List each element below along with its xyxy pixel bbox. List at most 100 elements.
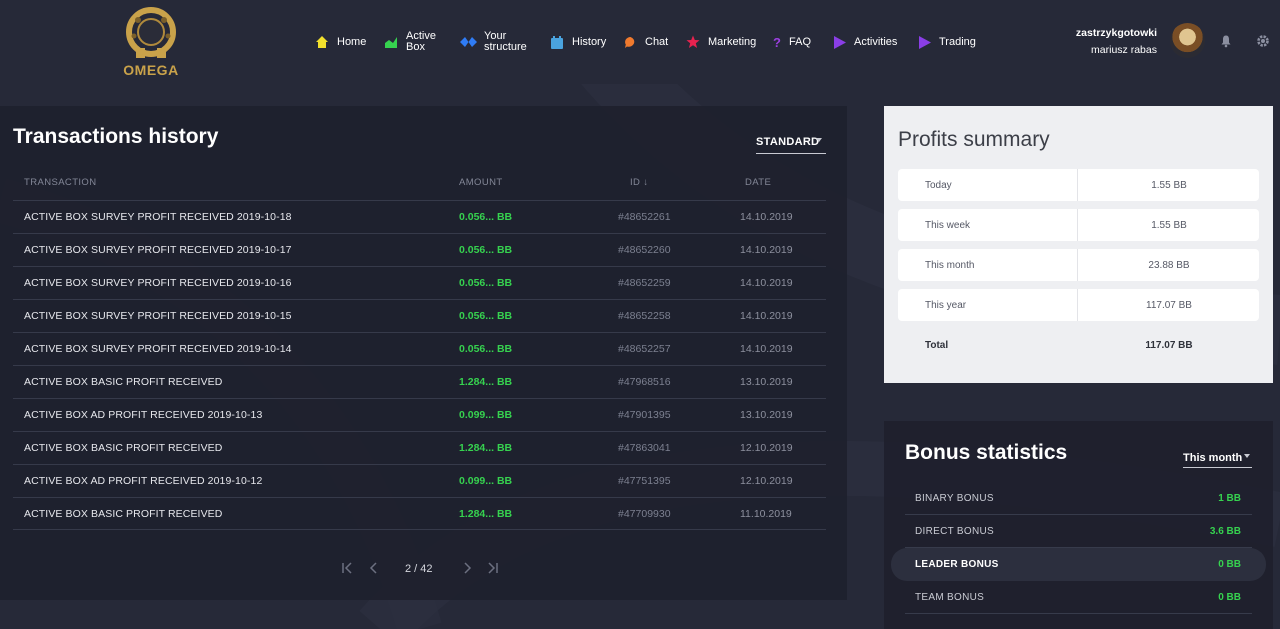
table-row[interactable]: ACTIVE BOX BASIC PROFIT RECEIVED 1.284..… xyxy=(13,431,826,464)
profit-label: This month xyxy=(925,260,975,271)
transaction-id: #48652260 xyxy=(618,244,671,256)
profit-value: 23.88 BB xyxy=(1148,260,1190,271)
column-header-amount[interactable]: AMOUNT xyxy=(459,177,503,188)
column-header-transaction: TRANSACTION xyxy=(24,177,97,188)
nav-label: Chat xyxy=(645,35,669,48)
chat-icon xyxy=(622,34,638,50)
top-navigation-bar: OMEGA Home Active Box Your structure His… xyxy=(0,0,1280,84)
nav-label: Active Box xyxy=(406,30,436,53)
table-row[interactable]: ACTIVE BOX SURVEY PROFIT RECEIVED 2019-1… xyxy=(13,200,826,233)
bonus-period-select[interactable]: This month xyxy=(1183,448,1252,468)
transaction-id: #48652259 xyxy=(618,277,671,289)
bonus-row-team[interactable]: TEAM BONUS 0 BB xyxy=(905,581,1252,614)
column-header-id[interactable]: ID ↓ xyxy=(630,177,649,188)
nav-label: Home xyxy=(337,35,367,48)
bell-icon[interactable] xyxy=(1219,34,1233,48)
omega-logo[interactable]: OMEGA xyxy=(116,6,186,78)
transaction-name: ACTIVE BOX AD PROFIT RECEIVED 2019-10-13 xyxy=(24,409,263,421)
gear-icon[interactable] xyxy=(1256,34,1270,48)
first-page-icon[interactable] xyxy=(341,561,355,577)
transaction-date: 13.10.2019 xyxy=(740,376,793,388)
user-info[interactable]: zastrzykgotowki mariusz rabas xyxy=(1076,27,1157,56)
bonus-label: DIRECT BONUS xyxy=(915,526,994,537)
transaction-name: ACTIVE BOX SURVEY PROFIT RECEIVED 2019-1… xyxy=(24,310,292,322)
nav-item-chat[interactable]: Chat xyxy=(622,28,668,56)
nav-label: History xyxy=(572,35,607,48)
transaction-id: #47968516 xyxy=(618,376,671,388)
profit-row-this-year: This year 117.07 BB xyxy=(898,289,1259,321)
transaction-date: 14.10.2019 xyxy=(740,211,793,223)
nav-item-trading[interactable]: Trading xyxy=(916,28,976,56)
transaction-amount: 0.056... BB xyxy=(459,277,513,289)
transaction-name: ACTIVE BOX BASIC PROFIT RECEIVED xyxy=(24,508,223,520)
table-row[interactable]: ACTIVE BOX SURVEY PROFIT RECEIVED 2019-1… xyxy=(13,299,826,332)
transaction-name: ACTIVE BOX BASIC PROFIT RECEIVED xyxy=(24,376,223,388)
prev-page-icon[interactable] xyxy=(367,561,381,577)
divider xyxy=(1077,249,1078,281)
nav-label: Marketing xyxy=(708,35,757,48)
profits-summary-title: Profits summary xyxy=(898,128,1050,151)
bonus-statistics-title: Bonus statistics xyxy=(905,441,1068,464)
table-row[interactable]: ACTIVE BOX BASIC PROFIT RECEIVED 1.284..… xyxy=(13,497,826,530)
column-header-date[interactable]: DATE xyxy=(745,177,772,188)
table-row[interactable]: ACTIVE BOX SURVEY PROFIT RECEIVED 2019-1… xyxy=(13,233,826,266)
transaction-amount: 0.056... BB xyxy=(459,343,513,355)
next-page-icon[interactable] xyxy=(460,561,474,577)
transaction-name: ACTIVE BOX AD PROFIT RECEIVED 2019-10-12 xyxy=(24,475,263,487)
transaction-amount: 0.099... BB xyxy=(459,475,513,487)
transaction-type-select[interactable]: STANDARD xyxy=(756,132,826,154)
transaction-date: 11.10.2019 xyxy=(740,508,792,520)
table-row[interactable]: ACTIVE BOX SURVEY PROFIT RECEIVED 2019-1… xyxy=(13,332,826,365)
transaction-date: 14.10.2019 xyxy=(740,310,793,322)
chart-icon xyxy=(383,34,399,50)
table-row[interactable]: ACTIVE BOX AD PROFIT RECEIVED 2019-10-12… xyxy=(13,464,826,497)
profit-total-label: Total xyxy=(925,340,949,351)
pagination: 2 / 42 xyxy=(336,561,506,579)
bonus-value: 3.6 BB xyxy=(1209,526,1241,537)
divider xyxy=(1077,169,1078,201)
page-title: Transactions history xyxy=(13,125,219,148)
nav-item-home[interactable]: Home xyxy=(314,28,366,56)
table-row[interactable]: ACTIVE BOX AD PROFIT RECEIVED 2019-10-13… xyxy=(13,398,826,431)
divider xyxy=(1077,289,1078,321)
bonus-label: BINARY BONUS xyxy=(915,493,994,504)
nav-item-marketing[interactable]: Marketing xyxy=(685,28,756,56)
profit-label: Today xyxy=(925,180,952,191)
bonus-value: 0 BB xyxy=(1218,592,1241,603)
transaction-date: 13.10.2019 xyxy=(740,409,793,421)
transaction-name: ACTIVE BOX BASIC PROFIT RECEIVED xyxy=(24,442,223,454)
table-row[interactable]: ACTIVE BOX BASIC PROFIT RECEIVED 1.284..… xyxy=(13,365,826,398)
profit-value: 1.55 BB xyxy=(1151,180,1187,191)
transaction-id: #47863041 xyxy=(618,442,671,454)
question-icon: ? xyxy=(773,34,781,50)
table-row[interactable]: ACTIVE BOX SURVEY PROFIT RECEIVED 2019-1… xyxy=(13,266,826,299)
omega-emblem-icon xyxy=(126,7,176,58)
profit-value: 1.55 BB xyxy=(1151,220,1187,231)
home-icon xyxy=(314,34,330,50)
nav-item-history[interactable]: History xyxy=(549,28,606,56)
bonus-row-binary[interactable]: BINARY BONUS 1 BB xyxy=(905,482,1252,515)
divider xyxy=(1077,209,1078,241)
transaction-amount: 1.284... BB xyxy=(459,376,513,388)
transaction-id: #48652258 xyxy=(618,310,671,322)
profits-summary-card: Profits summary Today 1.55 BB This week … xyxy=(884,106,1273,383)
transaction-name: ACTIVE BOX SURVEY PROFIT RECEIVED 2019-1… xyxy=(24,211,292,223)
bonus-value: 1 BB xyxy=(1218,493,1241,504)
last-page-icon[interactable] xyxy=(485,561,499,577)
select-value: STANDARD xyxy=(756,136,820,148)
transaction-id: #48652261 xyxy=(618,211,671,223)
bonus-row-direct[interactable]: DIRECT BONUS 3.6 BB xyxy=(905,515,1252,548)
transaction-amount: 0.056... BB xyxy=(459,244,513,256)
transaction-name: ACTIVE BOX SURVEY PROFIT RECEIVED 2019-1… xyxy=(24,244,292,256)
bonus-row-leader[interactable]: LEADER BONUS 0 BB xyxy=(891,548,1266,581)
nav-item-activities[interactable]: Activities xyxy=(831,28,897,56)
chevron-down-icon xyxy=(1244,454,1250,458)
transaction-date: 14.10.2019 xyxy=(740,244,793,256)
nav-item-active-box[interactable]: Active Box xyxy=(383,28,436,56)
transaction-id: #47709930 xyxy=(618,508,671,520)
avatar[interactable] xyxy=(1170,23,1205,58)
page-indicator: 2 / 42 xyxy=(405,563,433,575)
nav-item-your-structure[interactable]: Your structure xyxy=(459,28,527,56)
nav-item-faq[interactable]: ? FAQ xyxy=(772,28,811,56)
bonus-statistics-card: Bonus statistics This month BINARY BONUS… xyxy=(884,421,1273,629)
